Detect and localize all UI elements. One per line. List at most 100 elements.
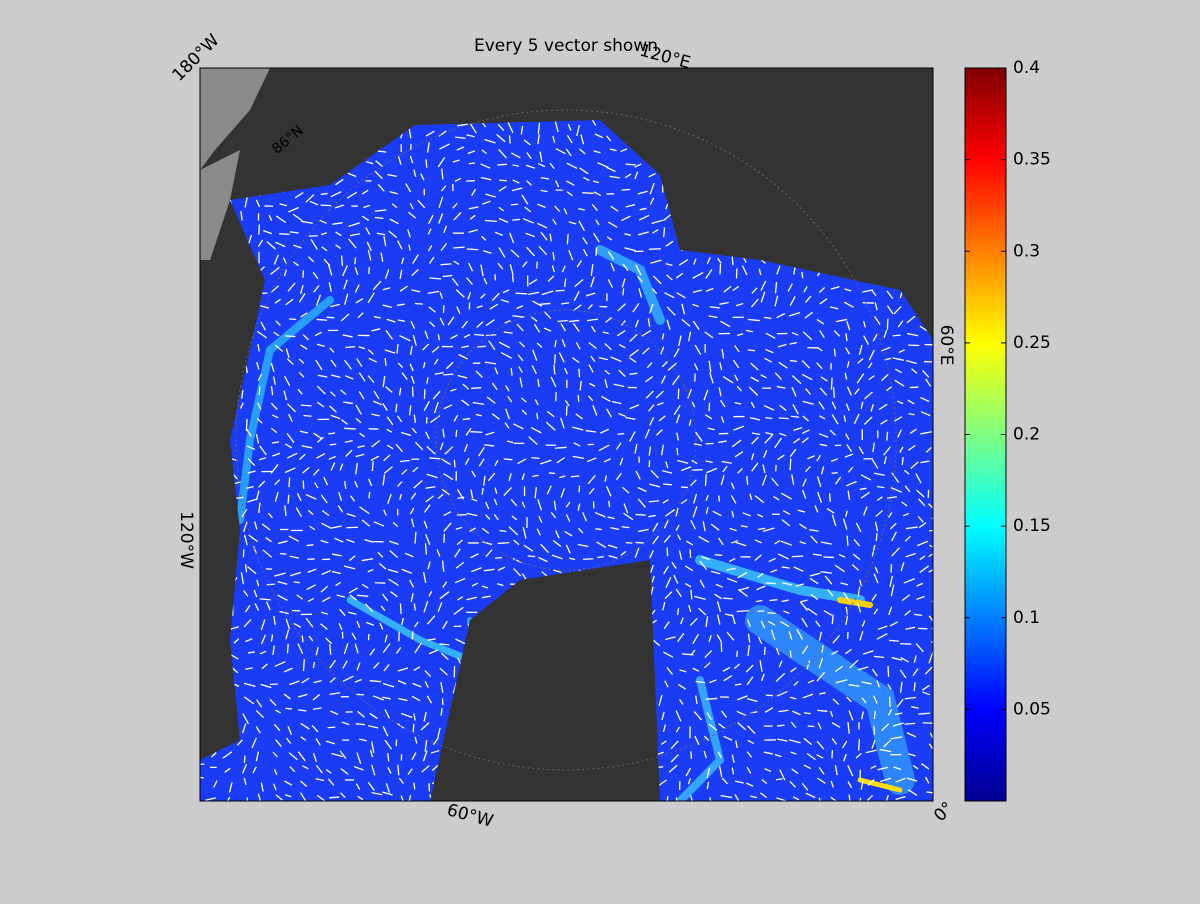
- vector: [735, 684, 741, 685]
- vector: [887, 319, 888, 330]
- vector: [769, 600, 777, 601]
- vector: [302, 636, 303, 643]
- vector: [375, 217, 384, 218]
- vector: [715, 555, 723, 556]
- vector: [678, 608, 679, 615]
- vector: [933, 237, 939, 238]
- vector: [732, 255, 733, 265]
- vector: [691, 751, 692, 759]
- vector: [259, 224, 260, 234]
- vector: [934, 582, 945, 586]
- vector: [923, 723, 934, 724]
- vector: [412, 631, 413, 639]
- vector: [426, 159, 427, 167]
- map: [190, 68, 944, 808]
- vector: [583, 559, 593, 560]
- vector: [830, 493, 831, 502]
- vector: [765, 418, 772, 419]
- vector: [849, 795, 850, 806]
- vector: [889, 640, 898, 641]
- title: Every 5 vector shown: [474, 36, 658, 56]
- vector: [413, 724, 414, 733]
- vector: [609, 501, 610, 507]
- vector: [244, 756, 245, 763]
- vector: [926, 792, 933, 793]
- map-label: 60°E: [936, 325, 956, 366]
- vector: [596, 247, 597, 255]
- vector: [289, 477, 290, 487]
- vector: [330, 444, 337, 445]
- vector: [765, 647, 766, 655]
- vector: [625, 164, 635, 165]
- vector: [859, 739, 860, 750]
- vector: [345, 347, 355, 348]
- map-label: 60°W: [445, 800, 496, 832]
- vector: [288, 495, 289, 504]
- vector: [355, 258, 356, 265]
- vector: [259, 386, 260, 395]
- vector: [556, 290, 565, 291]
- vector: [720, 264, 721, 274]
- vector: [934, 471, 935, 479]
- vector: [516, 293, 528, 294]
- vector: [888, 666, 889, 677]
- vector: [900, 644, 911, 645]
- vector: [758, 611, 765, 612]
- vector: [385, 358, 386, 366]
- vector: [440, 264, 451, 265]
- vector: [498, 543, 510, 544]
- vector: [555, 447, 567, 448]
- vector: [887, 432, 888, 441]
- vector: [477, 346, 486, 347]
- vector: [301, 405, 312, 406]
- vector: [623, 288, 624, 295]
- vector: [554, 364, 555, 374]
- vector: [471, 388, 481, 389]
- vector: [571, 476, 579, 477]
- vector: [528, 556, 535, 557]
- vector: [486, 335, 496, 336]
- colorbar-tick-label: 0.1: [1013, 608, 1040, 628]
- vector: [304, 659, 305, 671]
- vector: [578, 395, 579, 402]
- vector: [512, 219, 520, 220]
- vector: [737, 611, 749, 612]
- vector: [933, 249, 938, 254]
- vector: [356, 724, 365, 725]
- vector: [495, 558, 502, 559]
- vector: [267, 584, 275, 585]
- colorbar-tick-label: 0.25: [1013, 333, 1051, 353]
- map-label: 0°: [930, 798, 958, 826]
- vector: [597, 557, 603, 558]
- vector: [415, 304, 423, 305]
- vector: [439, 644, 449, 645]
- vector: [511, 204, 518, 205]
- vector: [194, 764, 205, 765]
- vector: [441, 708, 442, 716]
- vector: [372, 461, 373, 471]
- vector: [294, 582, 300, 583]
- vector: [456, 430, 457, 437]
- vector: [342, 255, 343, 265]
- vector: [509, 135, 510, 143]
- vector: [303, 270, 304, 278]
- vector: [346, 527, 358, 528]
- vector: [467, 249, 478, 250]
- vector: [579, 369, 580, 378]
- colorbar-tick-label: 0.4: [1013, 58, 1040, 78]
- vector: [691, 470, 702, 471]
- colorbar: [965, 68, 1006, 801]
- vector: [831, 378, 832, 390]
- colorbar-tick-label: 0.2: [1013, 425, 1040, 445]
- vector: [328, 433, 335, 434]
- vector: [495, 274, 496, 280]
- colorbar-tick-label: 0.3: [1013, 241, 1040, 261]
- vector: [285, 708, 291, 709]
- vector: [303, 416, 311, 417]
- vector: [617, 434, 624, 435]
- vector: [453, 247, 464, 248]
- vector: [566, 406, 567, 416]
- vector: [790, 361, 797, 362]
- vector: [289, 319, 296, 320]
